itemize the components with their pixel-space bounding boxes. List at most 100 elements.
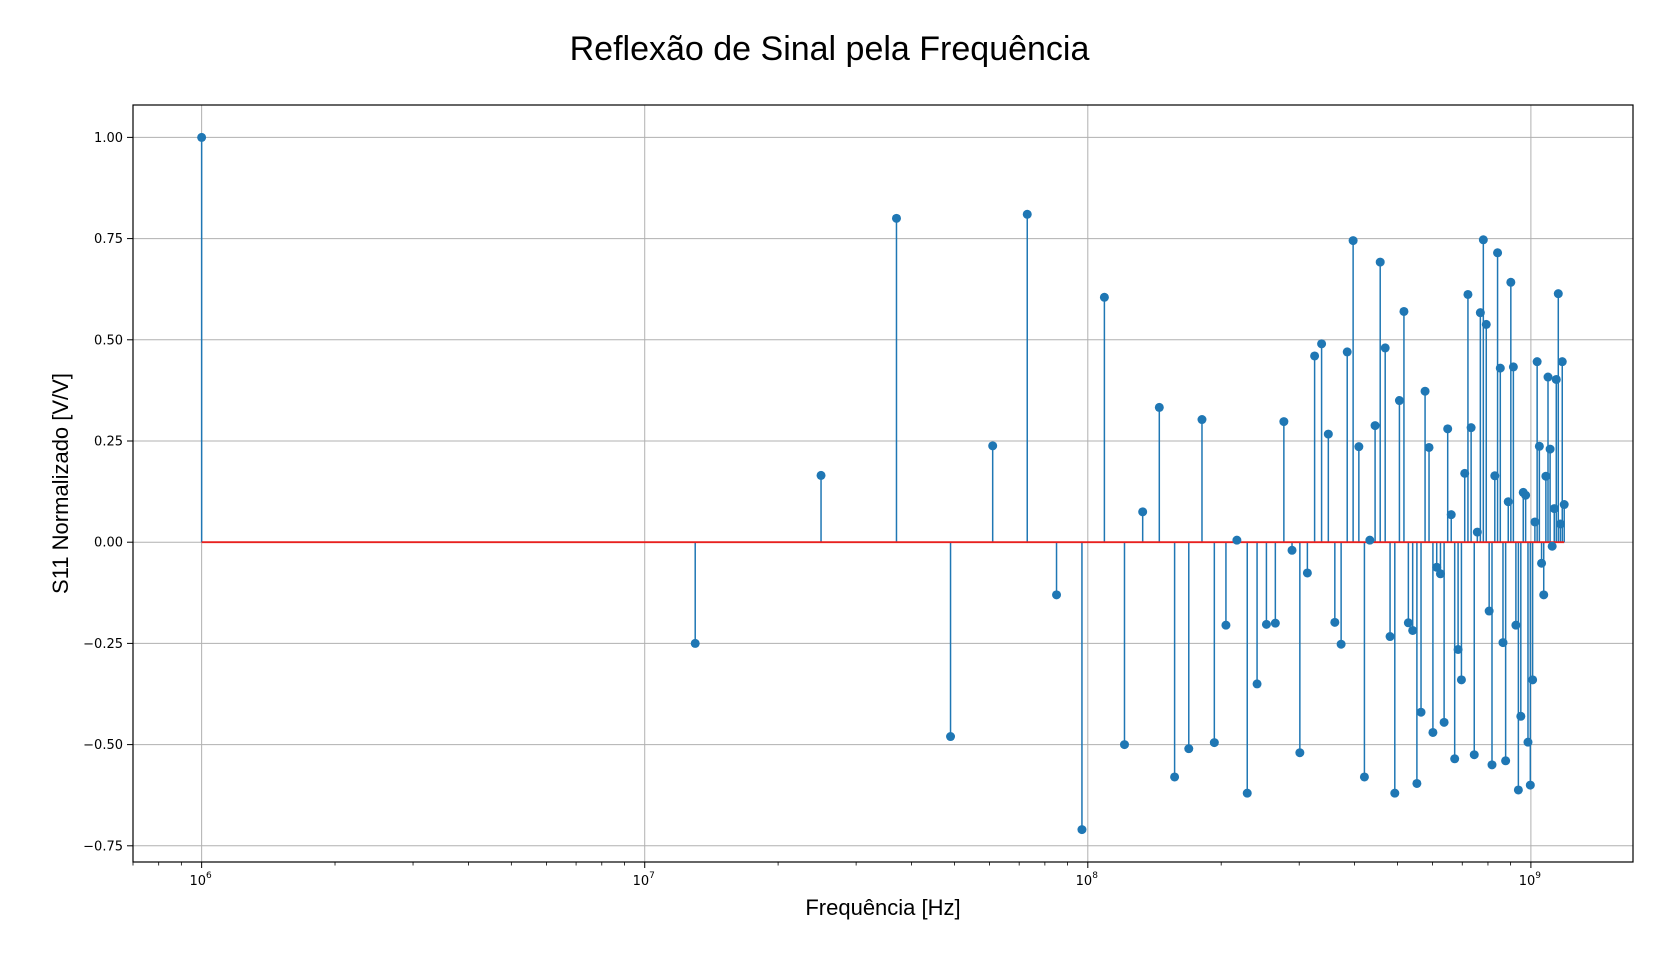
stem-marker (1209, 738, 1219, 748)
stem-marker (1412, 778, 1422, 788)
stem-marker (1555, 519, 1565, 529)
stem-marker (1549, 504, 1559, 514)
y-tick-label: −0.25 (83, 637, 123, 652)
stem-marker (1394, 396, 1404, 406)
stem-marker (1475, 308, 1485, 318)
stem-marker (1490, 471, 1500, 481)
stem-marker (988, 441, 998, 451)
stem-marker (690, 638, 700, 648)
x-tick-label: 106 (189, 871, 212, 889)
chart-title: Reflexão de Sinal pela Frequência (569, 30, 1090, 68)
x-axis-label: Frequência [Hz] (805, 895, 960, 920)
stem-marker (1385, 632, 1395, 642)
stem-marker (1138, 507, 1148, 517)
stem-marker (1446, 510, 1456, 520)
stem-marker (1232, 535, 1242, 545)
stem-marker (1478, 235, 1488, 245)
stem-marker (1456, 675, 1466, 685)
y-tick-label: 0.75 (94, 232, 123, 247)
stem-marker (1559, 500, 1569, 510)
y-tick-label: 0.25 (94, 434, 123, 449)
stem-marker (1302, 568, 1312, 578)
stem-marker (1521, 490, 1531, 500)
stem-marker (1481, 319, 1491, 329)
stem-marker (1270, 618, 1280, 628)
stem-marker (1534, 441, 1544, 451)
stem-marker (1466, 423, 1476, 433)
stem-marker (1553, 289, 1563, 299)
stem-marker (1543, 372, 1553, 382)
stem-marker (1077, 825, 1087, 835)
stem-marker (1460, 468, 1470, 478)
stem-marker (1463, 289, 1473, 299)
stem-marker (1443, 424, 1453, 434)
stem-marker (1487, 760, 1497, 770)
stem-marker (1511, 620, 1521, 630)
stem-marker (1503, 497, 1513, 507)
stem-marker (1551, 374, 1561, 384)
stem-marker (1493, 248, 1503, 258)
stem-marker (1513, 785, 1523, 795)
stem-marker (1365, 535, 1375, 545)
stem-marker (1439, 717, 1449, 727)
stem-marker (1420, 386, 1430, 396)
stem-marker (1330, 617, 1340, 627)
stem-marker (816, 470, 826, 480)
stem-marker (1506, 277, 1516, 287)
stem-marker (1154, 402, 1164, 412)
stem-marker (1354, 442, 1364, 452)
stem-marker (1539, 590, 1549, 600)
stem-marker (1295, 748, 1305, 758)
stem-marker (1052, 590, 1062, 600)
stem-marker (1453, 644, 1463, 654)
stem-marker (1403, 618, 1413, 628)
stem-marker (946, 732, 956, 742)
stem-marker (1495, 363, 1505, 373)
x-tick-label: 109 (1519, 871, 1542, 889)
stem-marker (1375, 257, 1385, 267)
stem-marker (1525, 780, 1535, 790)
stem-marker (1530, 517, 1540, 527)
stem-marker (1359, 772, 1369, 782)
x-tick-label: 107 (633, 871, 655, 889)
stem-marker (1498, 638, 1508, 648)
x-tick-label: 108 (1076, 871, 1099, 889)
stem-marker (1197, 415, 1207, 425)
y-tick-label: 1.00 (94, 131, 123, 146)
stem-marker (1547, 541, 1557, 551)
stem-marker (1408, 625, 1418, 635)
stem-marker (1323, 429, 1333, 439)
stem-marker (1022, 209, 1032, 219)
stem-marker (197, 132, 207, 142)
stem-marker (1170, 772, 1180, 782)
stem-marker (1501, 756, 1511, 766)
stem-marker (1557, 357, 1567, 367)
stem-marker (1537, 558, 1547, 568)
stem-marker (1435, 569, 1445, 579)
stem-marker (1221, 620, 1231, 630)
grid-lines (133, 105, 1633, 862)
stem-marker (1184, 744, 1194, 754)
stem-marker (1252, 679, 1262, 689)
stem-marker (1261, 619, 1271, 629)
stem-marker (891, 213, 901, 223)
stem-marker (1119, 740, 1129, 750)
stem-marker (1508, 362, 1518, 372)
stem-marker (1287, 545, 1297, 555)
axis-ticks: 1.00 0.75 0.50 0.25 0.00 −0.25 −0.50 −0.75 106 10… (83, 131, 1541, 889)
stem-marker (1317, 339, 1327, 349)
stem-marker (1336, 639, 1346, 649)
stem-marker (1472, 527, 1482, 537)
stem-marker (1242, 788, 1252, 798)
y-tick-label: −0.50 (83, 738, 123, 753)
stem-marker (1523, 737, 1533, 747)
stem-marker (1099, 292, 1109, 302)
stem-marker (1450, 754, 1460, 764)
y-axis-label: S11 Normalizado [V/V] (48, 373, 73, 594)
stem-marker (1390, 788, 1400, 798)
stem-marker (1399, 306, 1409, 316)
y-tick-label: −0.75 (83, 839, 123, 854)
stem-marker (1424, 442, 1434, 452)
y-tick-label: 0.50 (94, 333, 123, 348)
